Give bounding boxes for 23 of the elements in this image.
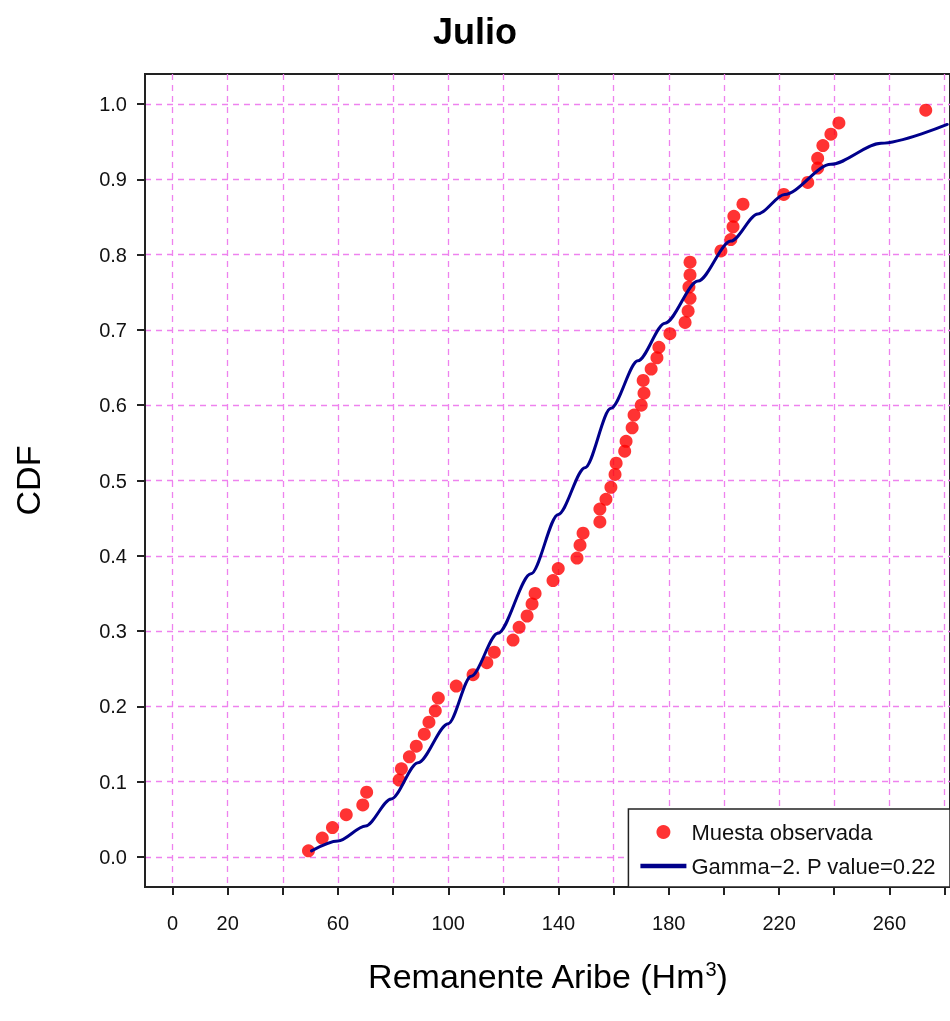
y-tick-label: 1.0 bbox=[99, 93, 127, 116]
y-tick-label: 0.5 bbox=[99, 469, 127, 492]
y-tick-label: 0.9 bbox=[99, 168, 127, 191]
x-tick-label: 180 bbox=[652, 912, 686, 934]
x-tick-label: 20 bbox=[216, 912, 239, 934]
y-tick-label: 0.0 bbox=[99, 845, 127, 868]
chart-title: Julio bbox=[432, 10, 518, 52]
x-tick-label: 60 bbox=[326, 912, 350, 934]
x-tick-label: 260 bbox=[872, 912, 907, 934]
y-tick-label: 0.1 bbox=[99, 770, 127, 793]
y-tick-label: 0.7 bbox=[99, 318, 127, 341]
y-axis-title: CDF bbox=[9, 445, 47, 516]
x-tick-label: 100 bbox=[431, 912, 465, 934]
x-tick-label: 220 bbox=[762, 912, 796, 934]
y-tick-label: 0.3 bbox=[99, 620, 127, 643]
y-tick-label: 0.4 bbox=[99, 544, 127, 567]
y-tick-label: 0.8 bbox=[99, 243, 127, 266]
legend-label: Gamma−2. P value=0.22 bbox=[691, 853, 936, 879]
x-tick-label: 140 bbox=[541, 912, 576, 934]
legend-label: Muesta observada bbox=[691, 819, 874, 845]
x-tick-label: 0 bbox=[167, 912, 179, 934]
y-tick-label: 0.2 bbox=[99, 695, 127, 718]
y-tick-label: 0.6 bbox=[99, 394, 127, 417]
